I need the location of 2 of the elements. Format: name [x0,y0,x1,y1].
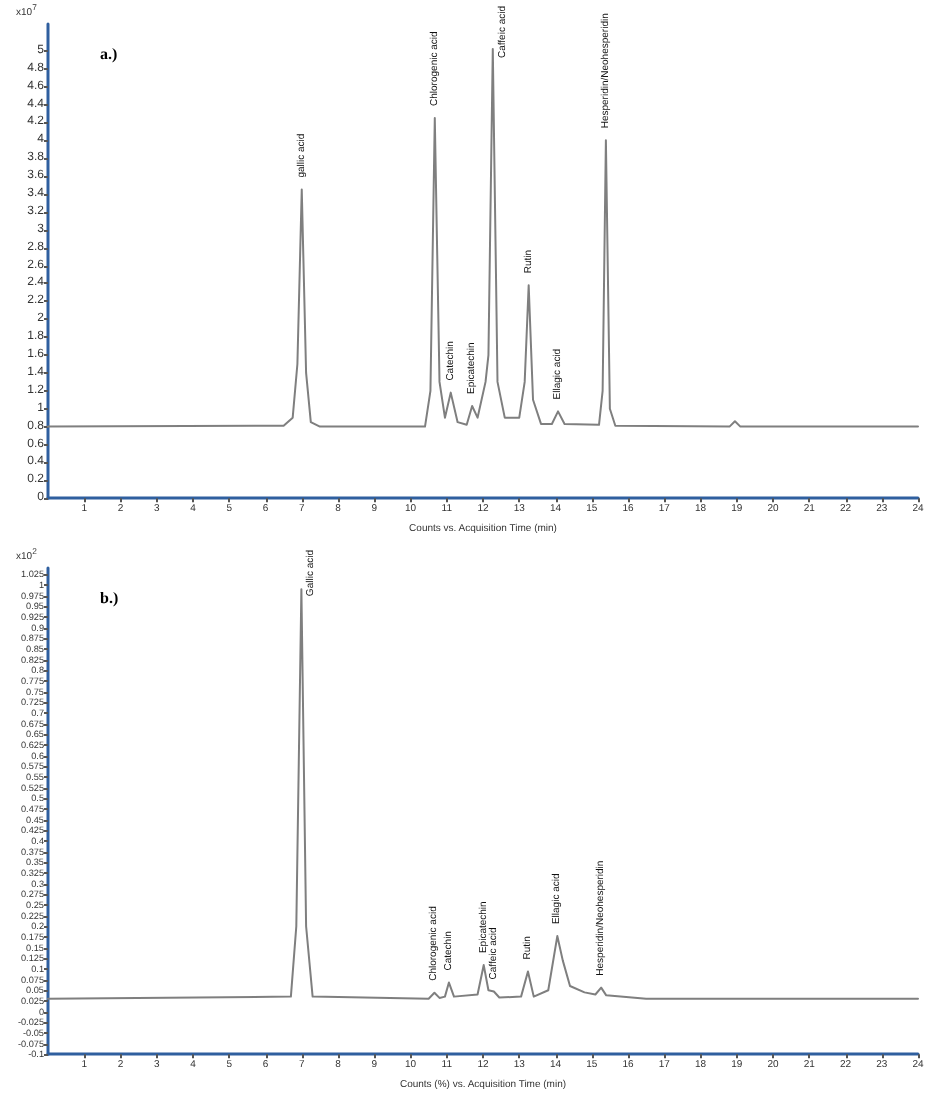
text: a.) [100,45,118,63]
text: b.) [100,589,119,607]
